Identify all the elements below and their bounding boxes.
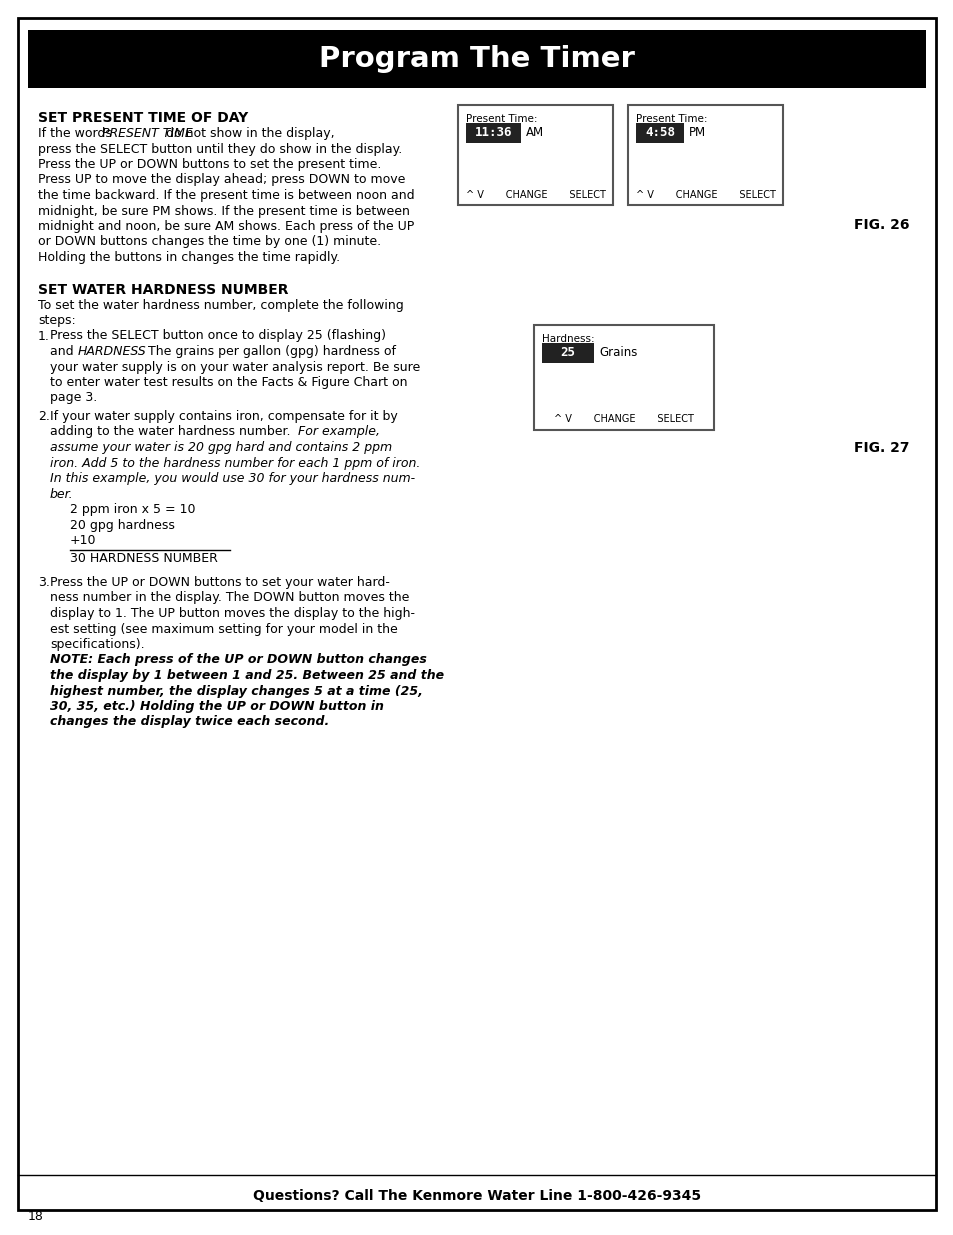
Text: 25: 25 [560, 346, 575, 359]
Bar [534, 325, 713, 430]
Text: adding to the water hardness number.: adding to the water hardness number. [50, 426, 294, 438]
Text: to enter water test results on the Facts & Figure Chart on: to enter water test results on the Facts… [50, 375, 407, 389]
Text: Present Time:: Present Time: [465, 114, 537, 124]
Text: the time backward. If the present time is between noon and: the time backward. If the present time i… [38, 189, 415, 203]
Text: Press the UP or DOWN buttons to set the present time.: Press the UP or DOWN buttons to set the … [38, 158, 381, 170]
Text: . The grains per gallon (gpg) hardness of: . The grains per gallon (gpg) hardness o… [140, 345, 395, 358]
Text: ber.: ber. [50, 488, 73, 500]
Text: Hardness:: Hardness: [541, 333, 594, 343]
Text: HARDNESS: HARDNESS [78, 345, 147, 358]
Text: 4:58: 4:58 [644, 126, 675, 140]
Text: 2 ppm iron x 5 = 10: 2 ppm iron x 5 = 10 [70, 503, 195, 516]
Bar [28, 30, 925, 88]
Text: 11:36: 11:36 [475, 126, 512, 140]
Text: If the words: If the words [38, 127, 115, 140]
Bar [465, 124, 520, 143]
Text: or DOWN buttons changes the time by one (1) minute.: or DOWN buttons changes the time by one … [38, 236, 381, 248]
Text: ^ V       CHANGE       SELECT: ^ V CHANGE SELECT [554, 415, 693, 425]
Text: steps:: steps: [38, 314, 75, 327]
Text: FIG. 27: FIG. 27 [854, 441, 909, 456]
Text: your water supply is on your water analysis report. Be sure: your water supply is on your water analy… [50, 361, 420, 373]
Text: To set the water hardness number, complete the following: To set the water hardness number, comple… [38, 299, 403, 311]
Bar [541, 342, 594, 363]
Text: ^ V       CHANGE       SELECT: ^ V CHANGE SELECT [465, 190, 605, 200]
Text: 18: 18 [28, 1210, 44, 1223]
Text: +10: +10 [70, 534, 96, 547]
Text: and: and [50, 345, 77, 358]
Text: NOTE: Each press of the UP or DOWN button changes: NOTE: Each press of the UP or DOWN butto… [50, 653, 426, 667]
Text: Press UP to move the display ahead; press DOWN to move: Press UP to move the display ahead; pres… [38, 173, 405, 186]
Text: est setting (see maximum setting for your model in the: est setting (see maximum setting for you… [50, 622, 397, 636]
Text: PRESENT TIME: PRESENT TIME [102, 127, 193, 140]
Bar [627, 105, 782, 205]
Text: changes the display twice each second.: changes the display twice each second. [50, 715, 329, 729]
Text: press the SELECT button until they do show in the display.: press the SELECT button until they do sh… [38, 142, 402, 156]
Text: AM: AM [525, 126, 543, 140]
Text: FIG. 26: FIG. 26 [854, 219, 909, 232]
Text: midnight and noon, be sure AM shows. Each press of the UP: midnight and noon, be sure AM shows. Eac… [38, 220, 414, 233]
Text: midnight, be sure PM shows. If the present time is between: midnight, be sure PM shows. If the prese… [38, 205, 410, 217]
Text: Press the SELECT button once to display 25 (flashing): Press the SELECT button once to display … [50, 330, 386, 342]
Bar [457, 105, 613, 205]
Text: PM: PM [688, 126, 705, 140]
Text: For example,: For example, [297, 426, 379, 438]
Text: page 3.: page 3. [50, 391, 97, 405]
Text: SET PRESENT TIME OF DAY: SET PRESENT TIME OF DAY [38, 111, 248, 125]
Text: 30 HARDNESS NUMBER: 30 HARDNESS NUMBER [70, 552, 217, 566]
Text: In this example, you would use 30 for your hardness num-: In this example, you would use 30 for yo… [50, 472, 415, 485]
Text: 3.: 3. [38, 576, 50, 589]
Text: SET WATER HARDNESS NUMBER: SET WATER HARDNESS NUMBER [38, 283, 288, 296]
Text: 20 gpg hardness: 20 gpg hardness [70, 519, 174, 531]
Text: 1.: 1. [38, 330, 50, 342]
Text: 2.: 2. [38, 410, 50, 424]
Text: the display by 1 between 1 and 25. Between 25 and the: the display by 1 between 1 and 25. Betwe… [50, 669, 444, 682]
Text: specifications).: specifications). [50, 638, 145, 651]
Text: display to 1. The UP button moves the display to the high-: display to 1. The UP button moves the di… [50, 606, 415, 620]
Text: highest number, the display changes 5 at a time (25,: highest number, the display changes 5 at… [50, 684, 422, 698]
Text: Program The Timer: Program The Timer [318, 44, 635, 73]
Text: Grains: Grains [598, 346, 637, 359]
Text: Press the UP or DOWN buttons to set your water hard-: Press the UP or DOWN buttons to set your… [50, 576, 390, 589]
Bar [636, 124, 683, 143]
Text: do not show in the display,: do not show in the display, [162, 127, 334, 140]
Text: assume your water is 20 gpg hard and contains 2 ppm: assume your water is 20 gpg hard and con… [50, 441, 392, 454]
Text: 30, 35, etc.) Holding the UP or DOWN button in: 30, 35, etc.) Holding the UP or DOWN but… [50, 700, 383, 713]
Text: Holding the buttons in changes the time rapidly.: Holding the buttons in changes the time … [38, 251, 340, 264]
Text: ^ V       CHANGE       SELECT: ^ V CHANGE SELECT [635, 190, 775, 200]
Text: ness number in the display. The DOWN button moves the: ness number in the display. The DOWN but… [50, 592, 409, 604]
Text: If your water supply contains iron, compensate for it by: If your water supply contains iron, comp… [50, 410, 397, 424]
Text: Present Time:: Present Time: [636, 114, 707, 124]
Text: iron. Add 5 to the hardness number for each 1 ppm of iron.: iron. Add 5 to the hardness number for e… [50, 457, 420, 469]
Text: Questions? Call The Kenmore Water Line 1-800-426-9345: Questions? Call The Kenmore Water Line 1… [253, 1189, 700, 1203]
